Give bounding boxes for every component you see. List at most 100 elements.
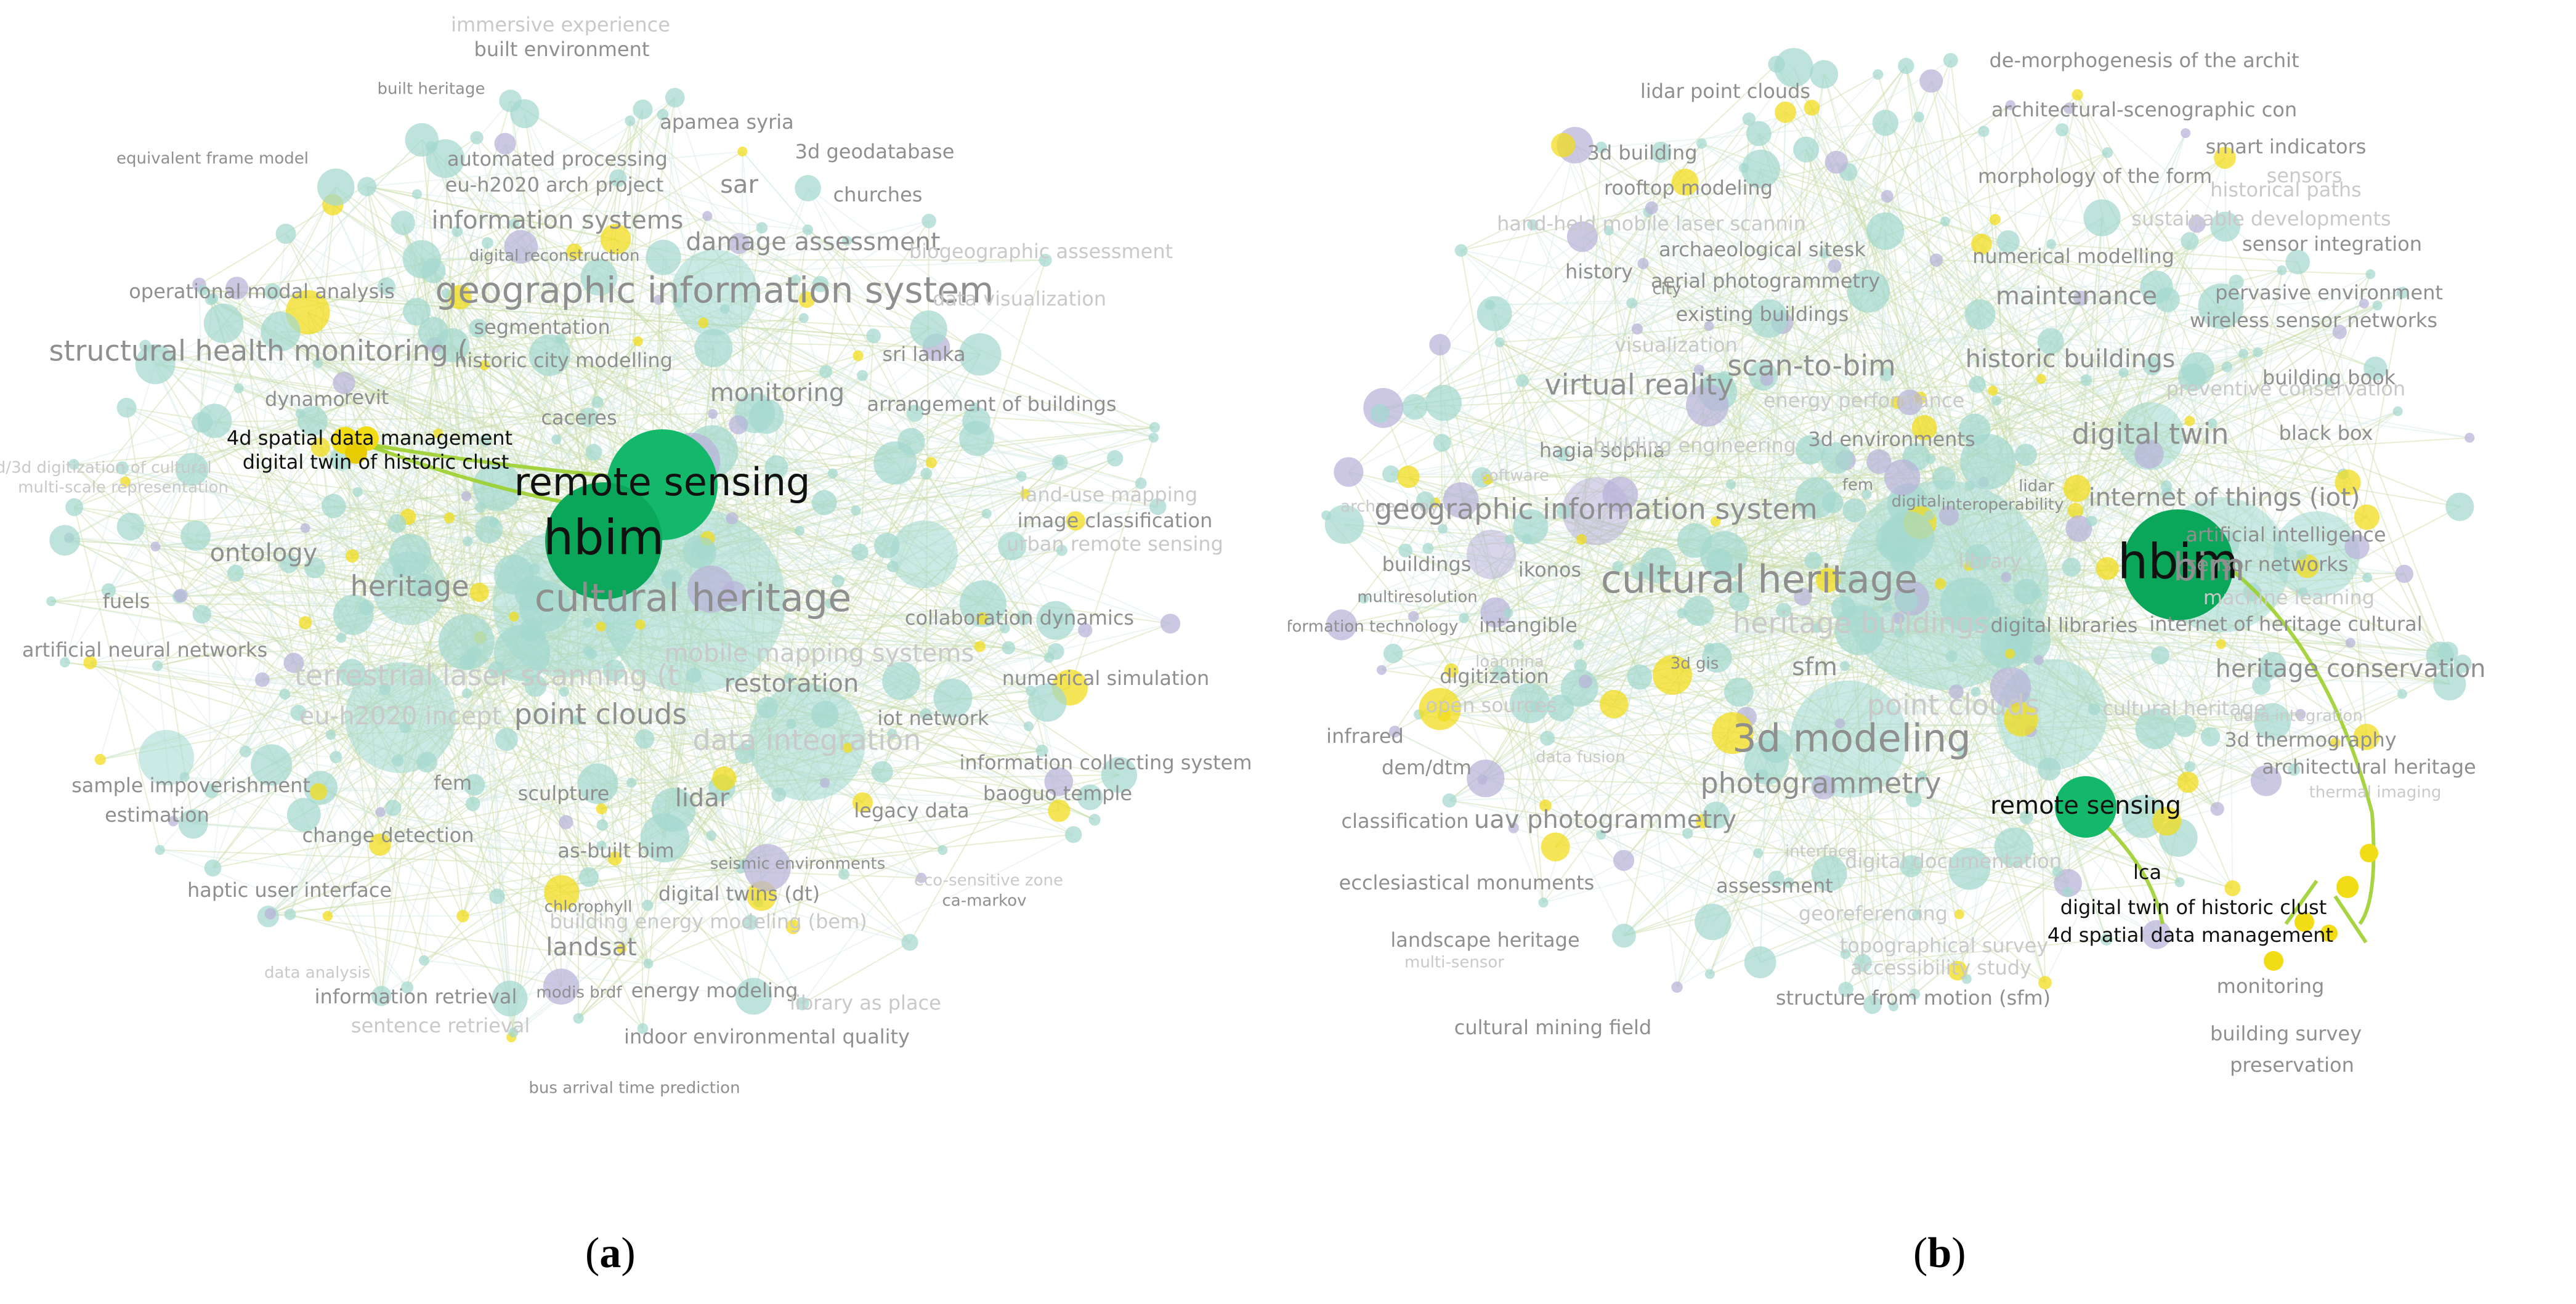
keyword-cooccurrence-network-b: de-morphogenesis of the archit lidar poin…	[1288, 47, 2485, 1077]
keyword-node	[1956, 745, 1967, 756]
keyword-node	[1023, 721, 1034, 732]
cooccurrence-edge	[1698, 122, 1886, 370]
cooccurrence-edge	[1494, 314, 1544, 903]
cooccurrence-edge	[979, 549, 1063, 647]
keyword-node	[551, 434, 562, 445]
cooccurrence-edge	[1560, 116, 1920, 708]
cooccurrence-edge	[807, 229, 930, 330]
cooccurrence-edge	[211, 751, 246, 792]
cooccurrence-edge	[432, 270, 498, 897]
keyword-label: 3d thermography	[2224, 728, 2396, 751]
cooccurrence-edge	[1522, 292, 2403, 382]
keyword-node	[719, 304, 730, 314]
cooccurrence-edge	[1618, 456, 1917, 567]
keyword-node	[1706, 548, 1733, 575]
keyword-node	[1053, 614, 1064, 625]
cooccurrence-edge	[1623, 521, 1717, 936]
cooccurrence-edge	[1836, 161, 2405, 575]
keyword-hub-node	[671, 249, 758, 336]
keyword-label: archaeological sitesk	[1659, 238, 1866, 261]
keyword-label: multiresolution	[1357, 588, 1478, 607]
keyword-label: digitization	[1440, 665, 1549, 688]
keyword-label: buildings	[1382, 553, 1472, 576]
keyword-node	[2214, 147, 2236, 169]
cooccurrence-edge	[1532, 224, 1898, 403]
cooccurrence-edge	[145, 345, 739, 426]
cooccurrence-edge	[1763, 375, 2348, 484]
keyword-node	[475, 516, 503, 544]
keyword-label: haptic user interface	[187, 878, 392, 902]
cooccurrence-edge	[307, 312, 663, 463]
keyword-node	[1882, 602, 1892, 612]
keyword-label: interface	[1785, 843, 1857, 861]
keyword-label: restoration	[724, 670, 859, 698]
keyword-label: energy modeling	[631, 979, 798, 1002]
cooccurrence-edge	[459, 297, 514, 1033]
cooccurrence-edge	[2342, 474, 2367, 737]
keyword-node	[827, 468, 838, 479]
keyword-node	[2210, 801, 2224, 816]
cooccurrence-edge	[1872, 721, 2273, 1005]
cooccurrence-edge	[201, 614, 294, 664]
keyword-node	[481, 237, 493, 249]
cooccurrence-edge	[1443, 230, 1886, 404]
cooccurrence-edge	[1930, 81, 2189, 783]
keyword-label: preventive conservation	[2166, 377, 2405, 400]
keyword-node	[1671, 981, 1683, 993]
cooccurrence-edge	[1676, 259, 1937, 987]
keyword-node	[2036, 374, 2046, 384]
keyword-label: numerical modelling	[1972, 245, 2174, 268]
keyword-label: eu-h2020 arch project	[445, 173, 664, 196]
keyword-node	[1596, 830, 1606, 840]
keyword-node	[463, 537, 473, 547]
cooccurrence-edge	[1425, 402, 1910, 501]
cooccurrence-edge	[367, 151, 743, 187]
cooccurrence-edge	[51, 601, 536, 687]
cooccurrence-edge	[647, 420, 977, 906]
keyword-label: topographical survey	[1840, 934, 2049, 957]
keyword-node	[711, 766, 737, 791]
cooccurrence-edge	[1414, 376, 2192, 408]
keyword-label: fem	[1842, 476, 1873, 495]
cooccurrence-edge	[2051, 243, 2298, 263]
keyword-label: fuels	[103, 589, 150, 613]
cooccurrence-edge	[2078, 528, 2234, 889]
cooccurrence-edge	[724, 309, 839, 581]
cooccurrence-edge	[327, 719, 578, 917]
cooccurrence-edge	[245, 187, 337, 752]
keyword-node	[646, 240, 681, 275]
keyword-label: sar	[720, 171, 758, 199]
cooccurrence-edge	[73, 463, 494, 523]
cooccurrence-edge	[1701, 143, 2349, 484]
keyword-node	[572, 715, 583, 726]
cooccurrence-edge	[1631, 302, 2463, 665]
cooccurrence-edge	[573, 251, 1048, 703]
keyword-node	[1760, 729, 1793, 763]
keyword-node	[1702, 642, 1732, 673]
keyword-node	[304, 557, 325, 578]
cooccurrence-edge	[1768, 196, 1888, 319]
keyword-node	[1603, 225, 1614, 236]
cooccurrence-edge	[472, 617, 1024, 805]
cooccurrence-edge	[674, 97, 839, 581]
cooccurrence-edge	[1393, 653, 1863, 964]
keyword-node	[1760, 372, 1774, 386]
keyword-label: information systems	[431, 206, 683, 235]
cooccurrence-edge	[1632, 302, 2244, 355]
cooccurrence-edge	[402, 222, 480, 593]
cooccurrence-edge	[193, 823, 602, 846]
keyword-node	[874, 532, 900, 559]
cooccurrence-edge	[320, 787, 1090, 798]
keyword-node	[284, 908, 296, 920]
keyword-node	[625, 115, 636, 126]
keyword-node	[784, 673, 795, 684]
highlighted-link	[2333, 895, 2368, 944]
cooccurrence-edge	[184, 776, 602, 810]
keyword-node	[603, 659, 625, 682]
keyword-node	[197, 285, 209, 296]
keyword-label: building energy modeling (bem)	[549, 910, 867, 933]
keyword-label: structural health monitoring (	[49, 334, 469, 368]
keyword-label: sri lanka	[882, 342, 965, 366]
cooccurrence-edge	[1660, 152, 1989, 463]
cooccurrence-edge	[1642, 263, 2222, 645]
